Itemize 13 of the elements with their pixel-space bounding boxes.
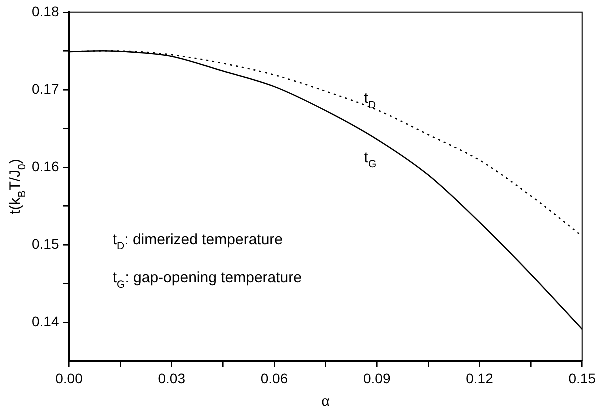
y-tick-label: 0.17 xyxy=(32,80,60,97)
x-tick-label: 0.09 xyxy=(364,370,391,386)
y-tick-label: 0.15 xyxy=(32,236,60,252)
x-tick-label: 0.06 xyxy=(260,370,288,386)
y-tick-label: 0.14 xyxy=(32,313,60,330)
y-tick-label: 0.18 xyxy=(32,3,60,20)
x-tick-label: 0.15 xyxy=(568,370,596,386)
x-tick-label: 0.12 xyxy=(466,370,494,386)
y-tick-label: 0.16 xyxy=(32,158,60,174)
x-tick-label: 0.00 xyxy=(56,370,84,386)
x-tick-label: 0.03 xyxy=(158,370,186,386)
x-axis-title: α xyxy=(322,393,330,409)
y-axis-title: t(kBT/J0) xyxy=(7,159,28,214)
